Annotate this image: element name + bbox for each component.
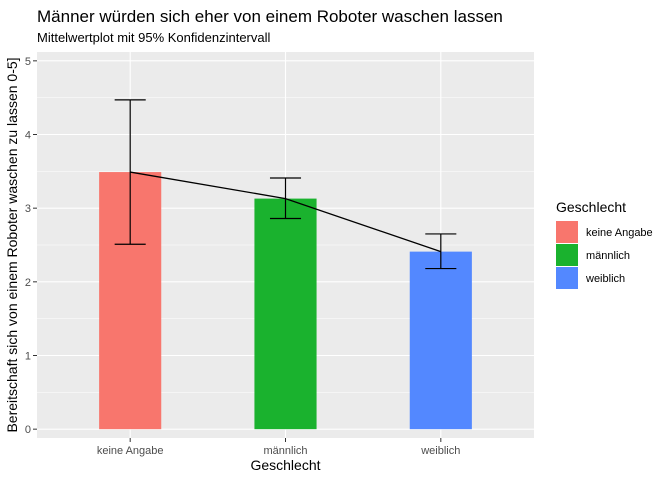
y-tick-label: 5 [25,56,31,68]
chart-title: Männer würden sich eher von einem Robote… [37,7,503,26]
legend: Geschlecht keine Angabe männlich weiblich [556,199,653,289]
legend-key-3 [556,267,578,289]
chart-subtitle: Mittelwertplot mit 95% Konfidenzinterval… [37,30,270,45]
legend-label-1: keine Angabe [586,227,653,239]
x-tick-label: weiblich [420,445,460,457]
legend-key-2 [556,244,578,266]
x-axis: keine Angabe männlich weiblich [97,438,460,457]
x-tick-label: männlich [263,445,307,457]
legend-key-1 [556,221,578,243]
y-tick-label: 0 [25,424,31,436]
y-axis-title: Bereitschaft sich von einem Roboter wasc… [4,57,20,432]
y-axis: 0 1 2 3 4 5 [25,56,37,436]
legend-label-2: männlich [586,250,630,262]
errorbar-3 [425,233,457,270]
errorbar-1 [114,99,146,245]
bar-2 [254,198,317,430]
y-tick-label: 1 [25,350,31,362]
legend-label-3: weiblich [585,273,625,285]
y-tick-label: 2 [25,277,31,289]
x-axis-title: Geschlecht [250,457,320,473]
legend-title: Geschlecht [556,199,626,215]
x-tick-label: keine Angabe [97,445,164,457]
errorbar-layer [114,99,457,270]
y-tick-label: 3 [25,203,31,215]
bar-3 [409,251,472,430]
errorbar-2 [269,177,302,220]
y-tick-label: 4 [25,130,31,142]
